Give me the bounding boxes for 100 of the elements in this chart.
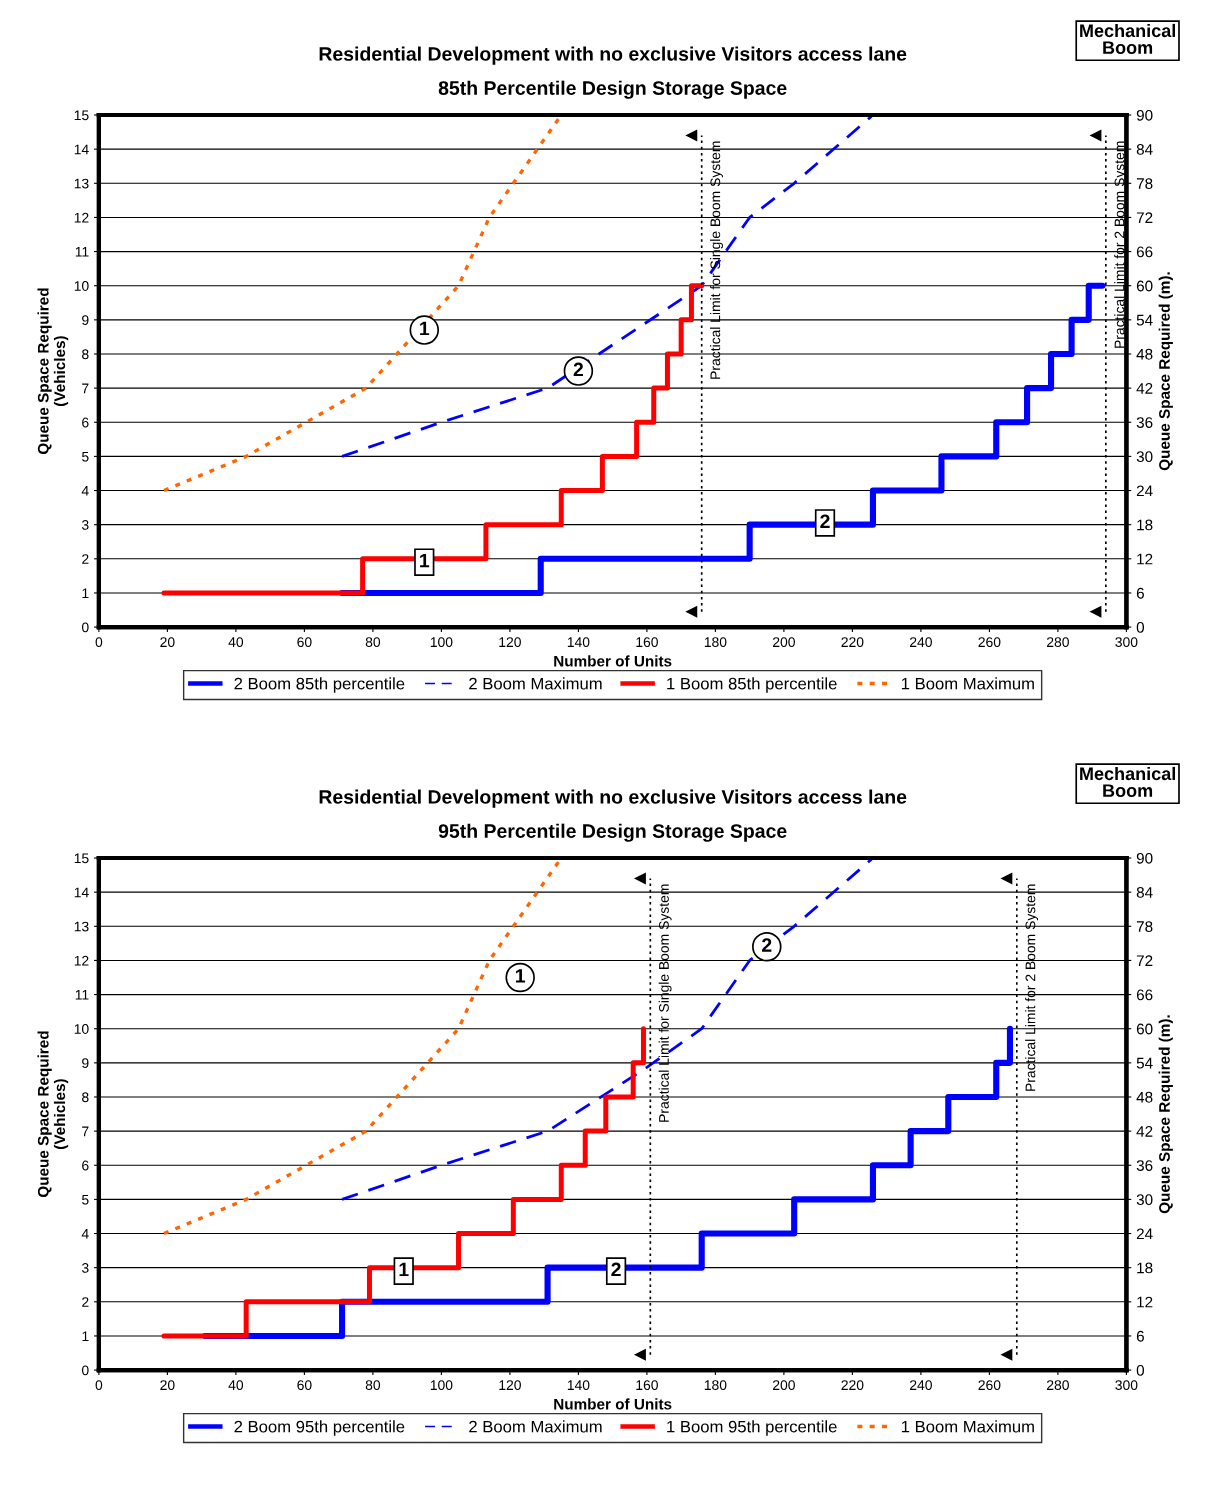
y2-tick-label: 30	[1136, 1194, 1153, 1206]
y-tick-label: 1	[82, 588, 89, 598]
x-tick-label: 300	[1115, 637, 1138, 648]
y2-tick-label: 12	[1137, 553, 1153, 565]
y-tick-label: 8	[82, 349, 89, 360]
y2-tick-label: 72	[1136, 212, 1153, 223]
annotation: 1	[399, 1262, 409, 1277]
x-axis-title: Number of Units	[554, 1398, 672, 1410]
y2-tick-label: 78	[1136, 178, 1153, 189]
y2-tick-label: 6	[1136, 1330, 1144, 1342]
x-tick-label: 160	[636, 1380, 658, 1391]
y-tick-label: 14	[74, 887, 89, 898]
y2-tick-label: 36	[1136, 1160, 1153, 1171]
x-tick-label: 140	[567, 1380, 590, 1391]
x-tick-label: 100	[430, 637, 453, 648]
x-tick-label: 40	[228, 1380, 244, 1391]
y-tick-label: 8	[82, 1092, 89, 1103]
x-tick-label: 300	[1115, 1380, 1138, 1391]
y-axis-title: Queue Space Required (Vehicles)	[37, 1031, 69, 1198]
y-tick-label: 0	[81, 622, 89, 633]
y-tick-label: 14	[74, 144, 89, 155]
y-tick-label: 7	[82, 1126, 89, 1137]
x-tick-label: 260	[978, 1380, 1001, 1391]
x-tick-label: 80	[365, 637, 381, 648]
x-tick-label: 140	[567, 637, 590, 648]
x-tick-label: 60	[297, 1380, 312, 1391]
y-tick-label: 13	[74, 921, 89, 932]
y2-tick-label: 24	[1136, 1228, 1153, 1240]
x-axis-title: Number of Units	[554, 655, 672, 667]
y2-tick-label: 30	[1136, 451, 1153, 463]
y2-tick-label: 84	[1136, 144, 1153, 155]
y-tick-label: 13	[74, 178, 89, 189]
y-tick-label: 7	[82, 383, 89, 394]
y2-tick-label: 90	[1136, 852, 1153, 864]
y-tick-label: 10	[74, 281, 89, 291]
x-tick-label: 260	[978, 637, 1001, 648]
y-tick-label: 3	[81, 520, 89, 530]
legend-label: 2 Boom Maximum	[469, 677, 602, 690]
y2-tick-label: 48	[1136, 348, 1153, 360]
x-tick-label: 280	[1047, 637, 1069, 648]
y2-tick-label: 54	[1136, 314, 1153, 326]
x-tick-label: 220	[841, 637, 864, 648]
x-tick-label: 80	[365, 1380, 381, 1391]
ref-line-label: Practical Limit for Single Boom System	[658, 884, 672, 1122]
y2-tick-label: 24	[1136, 485, 1153, 497]
y2-tick-label: 12	[1137, 1296, 1153, 1308]
y2-tick-label: 18	[1137, 519, 1153, 531]
legend-label: 2 Boom Maximum	[469, 1420, 602, 1433]
chart-subtitle: 95th Percentile Design Storage Space	[438, 823, 787, 842]
chart-title: Residential Development with no exclusive Visitors access lane	[319, 789, 907, 808]
line-series	[340, 858, 875, 1201]
line-series	[340, 115, 875, 458]
annotation: 2	[573, 362, 584, 377]
y2-tick-label: 66	[1136, 246, 1153, 258]
y-tick-label: 12	[74, 212, 89, 223]
x-tick-label: 200	[773, 637, 795, 648]
y2-tick-label: 54	[1136, 1057, 1153, 1069]
y2-tick-label: 42	[1136, 382, 1153, 394]
x-tick-label: 240	[910, 1380, 932, 1391]
y2-tick-label: 18	[1137, 1262, 1153, 1274]
x-tick-label: 120	[499, 1380, 521, 1391]
annotation: 1	[515, 969, 526, 983]
x-tick-label: 280	[1047, 1380, 1069, 1391]
x-tick-label: 160	[636, 637, 658, 648]
legend-label: 1 Boom 85th percentile	[667, 677, 837, 693]
ref-line-label: Practical Limit for 2 Boom System	[1025, 884, 1039, 1091]
y2-tick-label: 48	[1136, 1091, 1153, 1103]
x-tick-label: 0	[95, 637, 103, 648]
y-tick-label: 4	[81, 486, 89, 496]
y2-tick-label: 60	[1136, 1023, 1153, 1035]
legend-label: 1 Boom Maximum	[901, 677, 1034, 690]
x-tick-label: 100	[430, 1380, 453, 1391]
y-tick-label: 5	[82, 451, 89, 462]
y2-tick-label: 84	[1136, 887, 1153, 898]
annotation: 2	[762, 938, 772, 952]
y-tick-label: 9	[82, 315, 89, 326]
annotation: 2	[611, 1262, 621, 1277]
y-tick-label: 0	[81, 1365, 89, 1376]
y-tick-label: 9	[82, 1058, 89, 1069]
y2-tick-label: 6	[1136, 587, 1144, 599]
y2-tick-label: 72	[1136, 955, 1153, 966]
annotation: 1	[420, 553, 430, 568]
y-tick-label: 6	[82, 417, 89, 428]
text: Mechanical Boom	[1080, 766, 1176, 797]
x-tick-label: 180	[704, 1380, 727, 1391]
x-tick-label: 60	[297, 637, 312, 648]
y2-axis-title: Queue Space Required (m).	[1158, 1015, 1173, 1214]
y-tick-label: 3	[81, 1263, 89, 1273]
x-tick-label: 240	[910, 637, 932, 648]
x-tick-label: 180	[704, 637, 727, 648]
legend-label: 1 Boom Maximum	[901, 1420, 1034, 1433]
y2-tick-label: 90	[1136, 109, 1153, 121]
y-tick-label: 11	[75, 990, 89, 1000]
annotation: 1	[420, 321, 430, 336]
y2-tick-label: 42	[1136, 1125, 1153, 1137]
y-axis-title: Queue Space Required (Vehicles)	[37, 288, 69, 455]
y-tick-label: 15	[74, 853, 89, 864]
y-tick-label: 10	[74, 1024, 89, 1034]
x-tick-label: 120	[499, 637, 521, 648]
x-tick-label: 0	[95, 1380, 103, 1391]
